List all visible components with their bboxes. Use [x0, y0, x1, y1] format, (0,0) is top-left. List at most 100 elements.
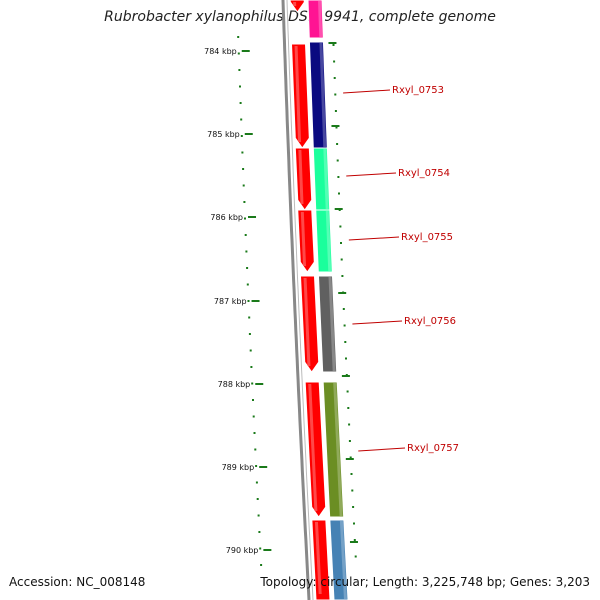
minor-tick — [335, 126, 338, 129]
cds-track — [289, 0, 331, 600]
minor-tick — [352, 506, 355, 508]
tick-label: 790 kbp — [226, 546, 259, 555]
major-tick: 784 kbp — [204, 47, 250, 56]
minor-tick — [354, 555, 357, 558]
svg-text:Rxyl_0756: Rxyl_0756 — [404, 316, 456, 327]
minor-tick — [340, 258, 343, 261]
minor-tick — [260, 564, 263, 566]
gene-track — [307, 0, 349, 600]
cds-feature — [294, 147, 313, 211]
minor-tick — [251, 382, 254, 385]
tick-label: 784 kbp — [204, 47, 237, 56]
minor-tick — [336, 159, 339, 162]
minor-tick — [250, 366, 253, 368]
minor-tick — [244, 217, 246, 220]
minor-tick — [334, 110, 337, 112]
gene-feature — [317, 275, 338, 373]
gene-label: Rxyl_0756 — [352, 316, 456, 327]
minor-tick — [248, 316, 251, 319]
cds-feature — [289, 0, 305, 13]
gene-feature — [329, 519, 349, 600]
gene-feature — [307, 0, 324, 39]
minor-tick — [351, 489, 354, 492]
cds-feature — [297, 209, 315, 273]
minor-tick — [258, 531, 261, 533]
tick-label: 787 kbp — [214, 297, 247, 306]
major-tick: 787 kbp — [214, 297, 260, 306]
topology-text: Topology: circular; Length: 3,225,748 bp… — [260, 575, 590, 589]
minor-tick — [246, 283, 249, 286]
minor-tick — [237, 36, 240, 38]
svg-text:Rxyl_0753: Rxyl_0753 — [392, 85, 444, 96]
gene-label: Rxyl_0755 — [348, 232, 453, 243]
minor-tick — [252, 415, 255, 418]
minor-tick — [237, 52, 240, 55]
minor-tick — [252, 399, 254, 401]
minor-tick — [332, 44, 335, 46]
minor-ticks — [237, 36, 357, 566]
minor-tick — [239, 85, 241, 88]
minor-tick — [244, 234, 247, 236]
minor-tick — [346, 390, 349, 393]
gene-label: Rxyl_0757 — [358, 443, 459, 454]
minor-tick — [347, 407, 350, 409]
gene-label: Rxyl_0753 — [343, 85, 444, 96]
minor-tick — [241, 151, 244, 154]
svg-text:Rxyl_0757: Rxyl_0757 — [407, 443, 459, 454]
major-tick: 785 kbp — [207, 130, 253, 139]
minor-tick — [243, 201, 246, 203]
gene-label: Rxyl_0754 — [346, 168, 450, 179]
minor-tick — [349, 456, 352, 459]
minor-tick — [337, 176, 340, 178]
tick-label: 788 kbp — [218, 380, 251, 389]
gene-labels: Rxyl_0753 Rxyl_0754 Rxyl_0755 Rxyl_0756 Rxyl… — [343, 85, 459, 454]
minor-tick — [247, 300, 250, 302]
major-tick: 789 kbp — [222, 463, 268, 472]
minor-tick — [343, 324, 346, 327]
minor-tick — [333, 60, 336, 63]
minor-tick — [239, 102, 242, 104]
minor-tick — [253, 432, 256, 434]
minor-tick — [254, 448, 257, 451]
tick-label: 786 kbp — [210, 213, 243, 222]
minor-tick — [257, 514, 260, 517]
minor-tick — [353, 539, 356, 541]
minor-tick — [340, 242, 342, 244]
major-ticks: 784 kbp 785 kbp 786 kbp 787 kbp 788 kbp 789 k… — [204, 42, 358, 555]
minor-tick — [259, 547, 262, 550]
minor-tick — [245, 250, 248, 253]
minor-tick — [350, 473, 353, 475]
svg-text:Rxyl_0754: Rxyl_0754 — [398, 168, 450, 179]
major-tick: 790 kbp — [226, 546, 272, 555]
map-title: Rubrobacter xylanophilus DSM 9941, compl… — [104, 9, 496, 25]
minor-tick — [348, 423, 351, 426]
minor-tick — [353, 522, 355, 525]
svg-text:Rxyl_0755: Rxyl_0755 — [401, 232, 453, 243]
minor-tick — [248, 333, 251, 335]
minor-tick — [246, 267, 249, 269]
major-tick: 788 kbp — [218, 380, 264, 389]
minor-tick — [256, 498, 259, 500]
minor-tick — [339, 225, 342, 228]
minor-tick — [342, 308, 345, 310]
minor-tick — [334, 93, 337, 96]
minor-tick — [240, 118, 243, 121]
minor-tick — [338, 192, 340, 195]
minor-tick — [336, 143, 339, 145]
gene-feature — [322, 381, 345, 518]
minor-tick — [240, 135, 243, 137]
gene-feature — [315, 209, 333, 273]
minor-tick — [345, 357, 347, 360]
minor-tick — [249, 349, 252, 352]
minor-tick — [242, 168, 245, 170]
minor-tick — [348, 440, 351, 442]
accession-text: Accession: NC_008148 — [9, 575, 146, 589]
minor-tick — [344, 341, 347, 343]
tick-label: 789 kbp — [222, 463, 255, 472]
minor-tick — [333, 77, 336, 79]
minor-tick — [242, 184, 245, 187]
genome-backbone — [281, 0, 314, 600]
minor-tick — [341, 275, 344, 277]
tick-label: 785 kbp — [207, 130, 240, 139]
